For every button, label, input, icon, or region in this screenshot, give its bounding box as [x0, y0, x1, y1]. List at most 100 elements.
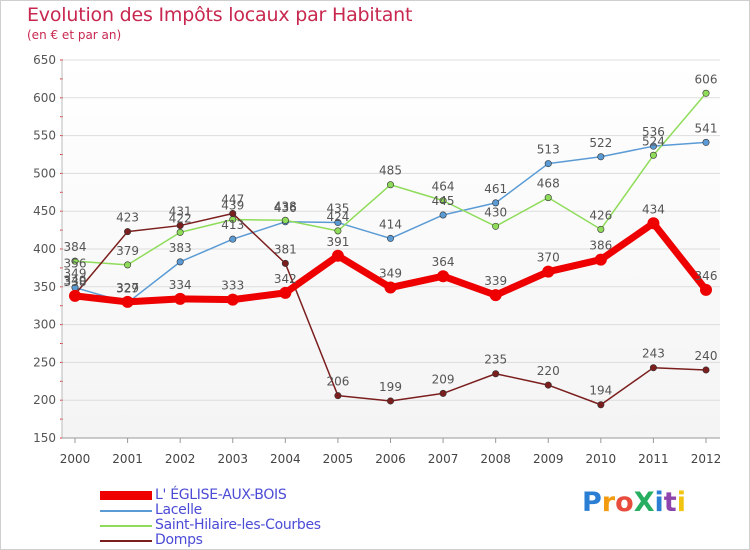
chart-title: Evolution des Impôts locaux par Habitant — [27, 4, 413, 26]
data-point — [176, 228, 184, 236]
data-point — [594, 253, 607, 266]
legend-label: Lacelle — [155, 502, 202, 518]
data-point — [597, 225, 605, 233]
data-label: 240 — [695, 349, 718, 363]
x-tick-label: 2012 — [691, 452, 722, 466]
y-tick-label: 600 — [33, 91, 56, 105]
data-label: 327 — [116, 281, 139, 295]
data-point — [386, 234, 394, 242]
y-tick-label: 350 — [33, 280, 56, 294]
data-label: 349 — [379, 267, 402, 281]
data-point — [386, 397, 394, 405]
y-tick-label: 500 — [33, 166, 56, 180]
data-label: 194 — [589, 384, 612, 398]
data-label: 333 — [221, 279, 244, 293]
data-label: 439 — [221, 199, 244, 213]
data-point — [649, 142, 657, 150]
logo-letter: r — [601, 487, 616, 518]
data-point — [439, 211, 447, 219]
data-point — [229, 235, 237, 243]
legend: L' ÉGLISE-AUX-BOIS Lacelle Saint-Hilaire… — [100, 488, 321, 548]
data-label: 461 — [484, 182, 507, 196]
data-point — [384, 281, 397, 294]
proxiti-logo: ProXiti — [582, 487, 686, 518]
legend-label: L' ÉGLISE-AUX-BOIS — [155, 487, 287, 503]
data-label: 340 — [64, 273, 87, 287]
data-label: 209 — [432, 372, 455, 386]
data-label: 379 — [116, 244, 139, 258]
data-label: 464 — [432, 180, 455, 194]
data-point — [71, 257, 79, 265]
y-tick-label: 300 — [33, 318, 56, 332]
data-point — [121, 295, 134, 308]
legend-label: Domps — [155, 532, 203, 548]
data-label: 384 — [64, 240, 87, 254]
x-tick-label: 2000 — [60, 452, 91, 466]
x-tick-label: 2011 — [638, 452, 669, 466]
data-label: 430 — [484, 205, 507, 219]
y-tick-label: 200 — [33, 393, 56, 407]
data-label: 356 — [64, 257, 87, 271]
data-point — [334, 227, 342, 235]
y-tick-label: 550 — [33, 129, 56, 143]
data-point — [279, 286, 292, 299]
data-point — [229, 209, 237, 217]
x-tick-label: 2005 — [323, 452, 354, 466]
data-point — [439, 389, 447, 397]
data-label: 381 — [274, 242, 297, 256]
x-tick-label: 2007 — [428, 452, 459, 466]
data-label: 329 — [116, 282, 139, 296]
legend-swatch-saint-hilaire — [100, 524, 152, 527]
data-label: 445 — [432, 194, 455, 208]
x-tick-label: 2009 — [533, 452, 564, 466]
data-label: 424 — [326, 210, 349, 224]
data-label: 513 — [537, 143, 560, 157]
x-tick-label: 2010 — [586, 452, 617, 466]
data-label: 435 — [326, 202, 349, 216]
y-tick-label: 650 — [33, 53, 56, 67]
data-label: 370 — [537, 251, 560, 265]
data-label: 541 — [695, 121, 718, 135]
chart-subtitle: (en € et par an) — [27, 28, 122, 42]
data-point — [649, 151, 657, 159]
legend-swatch-eglise — [100, 491, 152, 500]
data-label: 422 — [169, 211, 192, 225]
data-label: 524 — [642, 134, 665, 148]
data-point — [281, 216, 289, 224]
data-label: 423 — [116, 211, 139, 225]
logo-letter: P — [582, 487, 602, 518]
data-point — [542, 265, 555, 278]
data-point — [437, 270, 450, 283]
data-point — [174, 292, 187, 305]
logo-letter: i — [654, 487, 664, 518]
data-point — [331, 249, 344, 262]
data-label: 606 — [695, 72, 718, 86]
data-label: 436 — [274, 201, 297, 215]
data-point — [544, 381, 552, 389]
data-label: 220 — [537, 364, 560, 378]
data-label: 338 — [64, 275, 87, 289]
legend-item: Lacelle — [100, 503, 321, 518]
data-point — [702, 89, 710, 97]
data-point — [597, 401, 605, 409]
logo-letter: i — [676, 487, 686, 518]
data-point — [597, 153, 605, 161]
data-point — [702, 138, 710, 146]
y-tick-label: 400 — [33, 242, 56, 256]
data-point — [702, 366, 710, 374]
data-point — [69, 289, 81, 302]
data-label: 536 — [642, 125, 665, 139]
data-point — [176, 258, 184, 266]
data-point — [124, 261, 132, 269]
data-label: 431 — [169, 205, 192, 219]
legend-label: Saint-Hilaire-les-Courbes — [155, 517, 321, 533]
legend-swatch-lacelle — [100, 509, 152, 512]
logo-letter: t — [663, 487, 677, 518]
data-label: 235 — [484, 353, 507, 367]
data-label: 391 — [326, 235, 349, 249]
data-label: 339 — [484, 274, 507, 288]
y-tick-label: 150 — [33, 431, 56, 445]
data-point — [226, 293, 239, 306]
data-point — [334, 219, 342, 227]
